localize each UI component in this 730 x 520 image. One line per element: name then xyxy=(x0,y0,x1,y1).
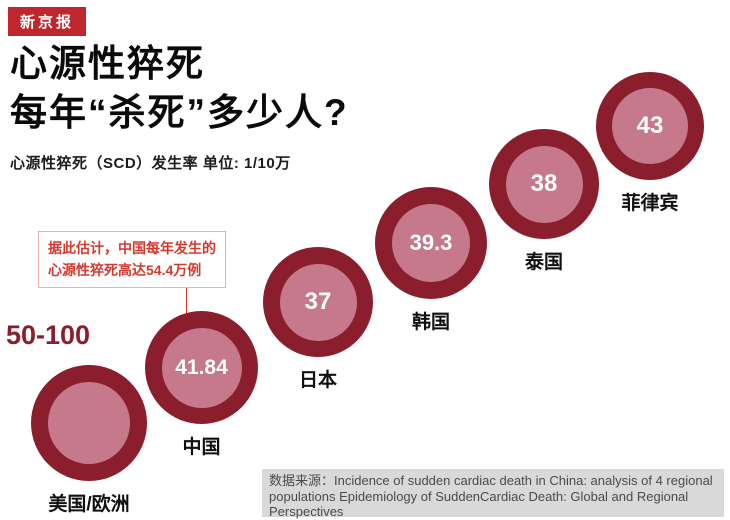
annotation-box: 据此估计，中国每年发生的 心源性猝死高达54.4万例 xyxy=(38,231,226,288)
annotation-line-2: 心源性猝死高达54.4万例 xyxy=(48,262,202,279)
title-line-2: 每年“杀死”多少人? xyxy=(10,91,349,133)
circle-inner: 41.84 xyxy=(161,327,242,408)
circle-outer: 43 xyxy=(596,72,704,180)
country-label: 菲律宾 xyxy=(621,193,679,214)
data-point-south-korea: 39.3 韩国 xyxy=(375,187,487,333)
circle-inner xyxy=(48,382,130,464)
value-label: 43 xyxy=(636,112,664,139)
circle-inner: 38 xyxy=(505,145,583,223)
country-label: 泰国 xyxy=(524,252,564,273)
value-label: 41.84 xyxy=(175,355,228,379)
value-label: 38 xyxy=(530,170,558,197)
value-label: 37 xyxy=(304,288,332,315)
data-point-usa-europe: 美国/欧洲 xyxy=(31,365,147,515)
circle-outer xyxy=(31,365,147,481)
circle-inner: 37 xyxy=(279,263,357,341)
circle-outer: 37 xyxy=(263,247,373,357)
data-point-japan: 37 日本 xyxy=(263,247,373,391)
country-label: 韩国 xyxy=(411,312,451,333)
range-value-label: 50-100 xyxy=(6,320,91,350)
country-label: 美国/欧洲 xyxy=(48,494,130,515)
value-label: 39.3 xyxy=(409,230,453,255)
annotation-line-1: 据此估计，中国每年发生的 xyxy=(48,240,216,256)
page-title: 心源性猝死 每年“杀死”多少人? xyxy=(10,40,349,138)
brand-logo: 新京报 xyxy=(8,7,87,36)
chart-subtitle: 心源性猝死（SCD）发生率 单位: 1/10万 xyxy=(10,155,291,172)
data-point-philippines: 43 菲律宾 xyxy=(596,72,704,214)
circle-outer: 39.3 xyxy=(375,187,487,299)
data-point-china: 41.84 中国 xyxy=(145,311,258,458)
data-source: 数据来源：Incidence of sudden cardiac death i… xyxy=(262,469,724,519)
title-line-1: 心源性猝死 xyxy=(10,43,205,84)
circle-outer: 41.84 xyxy=(145,311,258,424)
data-point-thailand: 38 泰国 xyxy=(489,129,599,273)
country-label: 中国 xyxy=(182,437,221,458)
circle-outer: 38 xyxy=(489,129,599,239)
circle-inner: 43 xyxy=(612,88,688,164)
annotation-connector-line xyxy=(186,288,187,313)
circle-inner: 39.3 xyxy=(392,204,470,282)
country-label: 日本 xyxy=(298,370,338,391)
